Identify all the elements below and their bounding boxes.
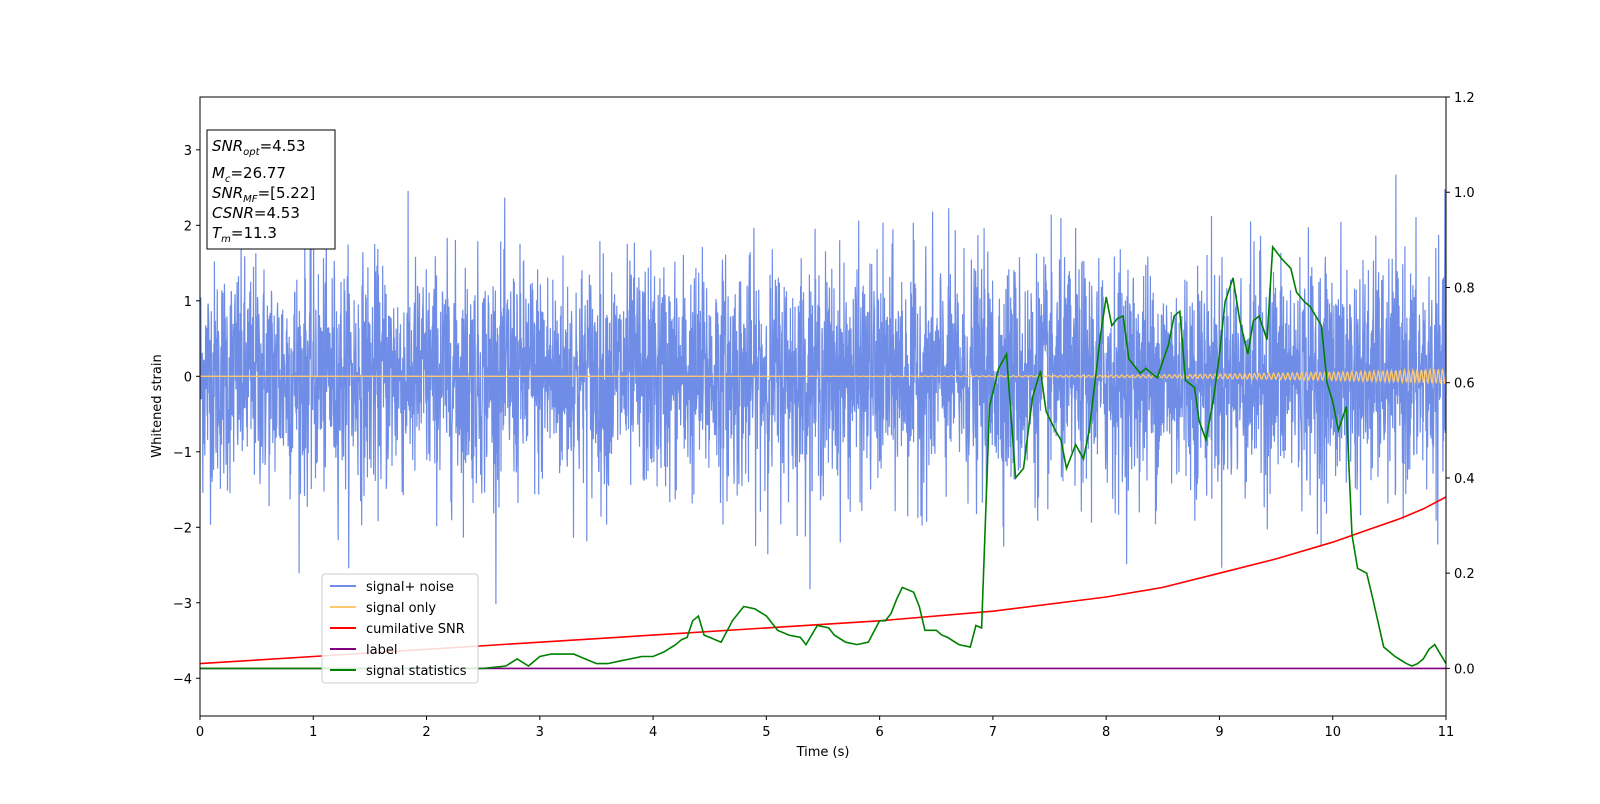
series-signal-noise-line — [200, 174, 1446, 605]
y-right-tick-label: 0.0 — [1454, 662, 1475, 677]
plot-frame — [199, 96, 1447, 717]
legend-label-signal-statistics: signal statistics — [366, 664, 467, 679]
info-tm: Tm=11.3 — [212, 224, 277, 245]
x-tick-label: 10 — [1324, 725, 1341, 740]
info-snr-mf: SNRMF=[5.22] — [212, 184, 315, 205]
x-tick-label: 3 — [536, 725, 544, 740]
y-left-tick-label: 3 — [184, 144, 192, 159]
axes: 0 1 2 3 4 5 6 7 8 9 10 11 −4 −3 −2 −1 0 1 2 3 0.0 0.2 0.4 0.6 0.… — [173, 91, 1475, 740]
legend-label-signal-only: signal only — [366, 601, 436, 616]
legend-label-label: label — [366, 643, 397, 658]
y-right-tick-label: 0.2 — [1454, 567, 1475, 582]
x-tick-label: 4 — [649, 725, 657, 740]
x-tick-label: 1 — [309, 725, 317, 740]
y-left-tick-label: 0 — [184, 370, 192, 385]
legend-frame — [321, 573, 479, 684]
y-left-tick-label: −1 — [173, 446, 192, 461]
y-axis-label: Whitened strain — [150, 354, 165, 457]
x-tick-label: 5 — [762, 725, 770, 740]
info-box-frame — [206, 129, 336, 250]
x-tick-label: 7 — [989, 725, 997, 740]
x-tick-label: 6 — [875, 725, 883, 740]
y-left-tick-label: −4 — [173, 672, 192, 687]
y-right-tick-label: 0.8 — [1454, 281, 1475, 296]
info-mc: Mc=26.77 — [212, 164, 286, 185]
y-right-tick-label: 0.4 — [1454, 472, 1475, 487]
x-tick-label: 8 — [1102, 725, 1110, 740]
y-left-tick-label: 1 — [184, 295, 192, 310]
x-tick-label: 11 — [1438, 725, 1455, 740]
legend-label-signal-noise: signal+ noise — [366, 580, 454, 595]
x-tick-label: 2 — [422, 725, 430, 740]
y-left-tick-label: −2 — [173, 521, 192, 536]
legend-label-cumilative-snr: cumilative SNR — [366, 622, 465, 637]
x-tick-label: 0 — [196, 725, 204, 740]
info-snr-opt: SNRopt=4.53 — [212, 137, 306, 158]
series-signal-statistics-line — [200, 244, 1446, 670]
y-right-tick-label: 1.2 — [1454, 91, 1475, 106]
info-box: SNRopt=4.53 Mc=26.77 SNRMF=[5.22] CSNR=4… — [206, 129, 336, 250]
y-left-tick-label: −3 — [173, 597, 192, 612]
y-right-tick-label: 0.6 — [1454, 377, 1475, 392]
y-right-tick-label: 1.0 — [1454, 186, 1475, 201]
x-tick-label: 9 — [1215, 725, 1223, 740]
legend: signal+ noise signal only cumilative SNR la… — [321, 573, 479, 684]
info-csnr: CSNR=4.53 — [212, 204, 300, 222]
series-signal-only-line — [200, 367, 1446, 385]
x-axis-label: Time (s) — [796, 745, 850, 760]
y-left-tick-label: 2 — [184, 219, 192, 234]
series-cumilative-snr-line — [200, 496, 1446, 665]
